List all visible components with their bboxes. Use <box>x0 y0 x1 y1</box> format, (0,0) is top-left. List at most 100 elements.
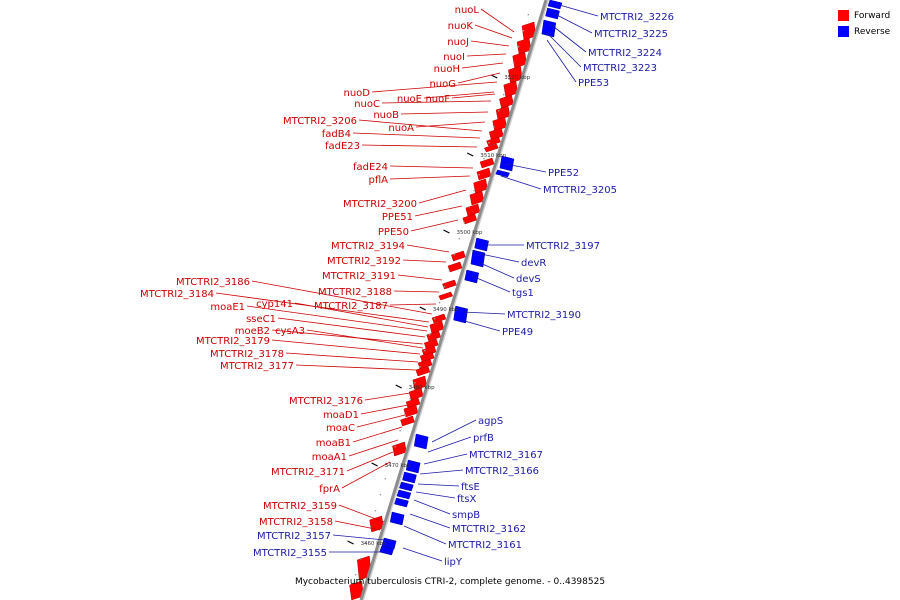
gene-label-devs: devS <box>516 274 541 285</box>
reverse-gene-block <box>547 0 563 10</box>
label-leader-line <box>457 72 501 84</box>
label-leader-line <box>548 22 587 53</box>
label-leader-line <box>546 39 577 83</box>
label-leader-line <box>470 40 510 47</box>
label-leader-line <box>341 461 391 489</box>
guide-dot <box>443 286 446 288</box>
label-leader-line <box>371 81 498 93</box>
gene-label-nuok: nuoK <box>448 21 474 32</box>
label-leader-line <box>409 513 451 529</box>
tick-mark <box>466 152 474 157</box>
forward-gene-block <box>429 320 445 334</box>
label-leader-line <box>352 426 403 443</box>
label-leader-line <box>460 319 501 332</box>
gene-label-cysa3: cysA3 <box>275 326 305 337</box>
gene-label-ppe51: PPE51 <box>382 212 413 223</box>
label-leader-line <box>389 303 437 306</box>
guide-dot <box>503 94 505 96</box>
gene-label-mtctri2_3178: MTCTRI2_3178 <box>210 349 284 360</box>
gene-label-nuob: nuoB <box>373 110 399 121</box>
guide-dot <box>488 142 490 144</box>
reverse-gene-block <box>394 497 409 508</box>
gene-label-fade23: fadE23 <box>325 141 360 152</box>
label-leader-line <box>451 93 496 99</box>
label-leader-line <box>285 352 419 363</box>
gene-label-devr: devR <box>521 258 546 269</box>
reverse-gene-block <box>499 155 515 172</box>
gene-label-mtctri2_3166: MTCTRI2_3166 <box>465 466 539 477</box>
gene-label-mtctri2_3187: MTCTRI2_3187 <box>314 301 388 312</box>
reverse-gene-block <box>541 19 557 38</box>
label-leader-line <box>348 439 399 457</box>
label-leader-line <box>338 504 385 523</box>
label-leader-line <box>352 132 481 139</box>
guide-dot <box>394 446 396 448</box>
reverse-gene-block <box>402 471 417 484</box>
gene-label-fpra: fprA <box>319 484 340 495</box>
tick-mark <box>443 229 450 234</box>
label-leader-line <box>471 275 511 293</box>
gene-label-nuoj: nuoJ <box>447 37 469 48</box>
label-leader-line <box>294 302 429 328</box>
genome-caption: Mycobacterium tuberculosis CTRI-2, compl… <box>294 577 606 587</box>
label-leader-line <box>419 469 464 475</box>
label-leader-line <box>552 12 593 34</box>
guide-dot <box>448 270 451 272</box>
gene-label-mtctri2_3157: MTCTRI2_3157 <box>257 531 331 542</box>
gene-label-mtctri2_3197: MTCTRI2_3197 <box>526 241 600 252</box>
forward-gene-block <box>479 157 495 169</box>
gene-label-nuoc: nuoC <box>354 99 380 110</box>
label-leader-line <box>418 189 467 204</box>
label-leader-line <box>462 311 506 315</box>
gene-label-mtctri2_3171: MTCTRI2_3171 <box>271 467 345 478</box>
gene-label-mtctri2_3162: MTCTRI2_3162 <box>452 524 526 535</box>
guide-dot <box>384 478 387 480</box>
forward-gene-block <box>484 143 499 153</box>
label-leaders <box>215 3 599 562</box>
reverse-gene-block <box>495 169 510 178</box>
forward-gene-block <box>451 250 466 262</box>
gene-label-nuof: nuoF <box>425 94 450 105</box>
label-leader-line <box>397 274 443 281</box>
legend-reverse: Reverse <box>838 25 890 38</box>
guide-dot <box>498 110 500 112</box>
guide-dot <box>364 542 367 544</box>
gene-label-nuog: nuoG <box>429 79 456 90</box>
label-leader-line <box>415 491 456 499</box>
gene-features <box>349 0 563 600</box>
label-leader-line <box>413 499 451 515</box>
gene-label-mtctri2_3225: MTCTRI2_3225 <box>594 29 668 40</box>
tick-mark <box>371 462 378 467</box>
gene-label-mtctri2_3177: MTCTRI2_3177 <box>220 361 294 372</box>
label-leader-line <box>277 317 426 338</box>
gene-label-ftsx: ftsX <box>457 494 476 505</box>
label-leader-line <box>410 219 459 232</box>
label-leader-line <box>406 244 450 253</box>
tick-label: 3460 kbp <box>361 541 387 547</box>
gene-label-prfb: prfB <box>473 433 494 444</box>
gene-label-mtctri2_3206: MTCTRI2_3206 <box>283 116 357 127</box>
label-leader-line <box>480 253 520 263</box>
label-leader-line <box>427 436 472 453</box>
guide-dot <box>374 510 377 512</box>
label-leader-line <box>417 483 460 487</box>
forward-gene-block <box>438 291 454 301</box>
tick-label: 3510 kbp <box>480 153 506 159</box>
gene-label-mtctri2_3179: MTCTRI2_3179 <box>196 336 270 347</box>
gene-label-mtctri2_3191: MTCTRI2_3191 <box>322 271 396 282</box>
reverse-gene-block <box>379 545 394 556</box>
forward-gene-block <box>392 441 407 457</box>
gene-label-nuoa: nuoA <box>388 123 414 134</box>
gene-label-nuoi: nuoI <box>443 52 465 63</box>
guide-dot <box>512 62 515 64</box>
tick-label: 3480 kbp <box>409 385 435 391</box>
guide-dot <box>404 414 406 416</box>
label-leader-line <box>402 259 447 263</box>
gene-label-ppe49: PPE49 <box>502 327 533 338</box>
tick-label: 3490 kbp <box>433 307 459 313</box>
tick-mark <box>395 384 402 389</box>
gene-label-ppe53: PPE53 <box>578 78 609 89</box>
guide-dot <box>463 222 465 224</box>
